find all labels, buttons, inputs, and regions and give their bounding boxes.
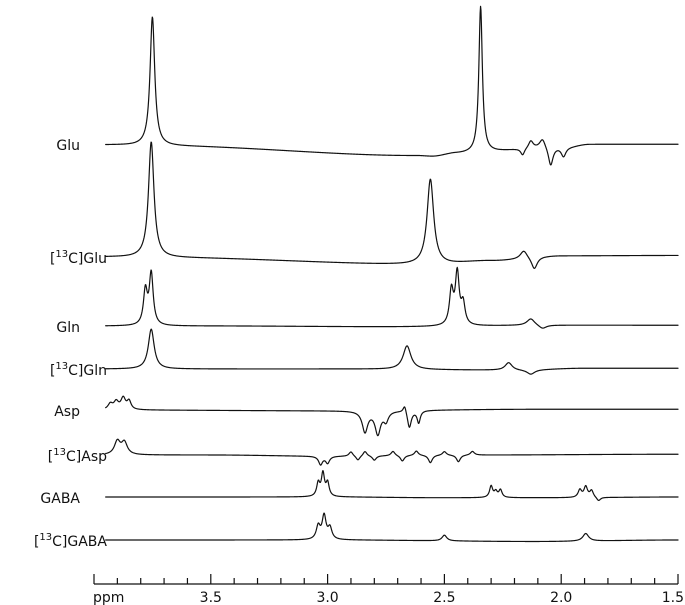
label-rest: C]GABA — [52, 534, 107, 550]
ppm-axis: 3.5 3.0 2.5 2.0 1.5 ppm — [93, 574, 684, 605]
x-axis-tick-label: 2.5 — [433, 590, 455, 605]
spectrum-label-gln: Gln — [56, 320, 80, 336]
label-rest: C]Gln — [68, 363, 107, 379]
x-axis-tick-labels: 3.5 3.0 2.5 2.0 1.5 — [200, 590, 684, 605]
x-axis-tick-label: 2.0 — [550, 590, 572, 605]
spectrum-trace-asp — [105, 395, 679, 437]
spectrum-trace-13c-glu — [105, 141, 679, 269]
label-bracket-open: [ — [50, 251, 55, 267]
spectrum-label-asp: Asp — [54, 404, 80, 420]
label-isotope-mass: 13 — [55, 361, 68, 372]
spectrum-trace-glu — [105, 5, 679, 166]
label-bracket-open: [ — [50, 363, 55, 379]
spectrum-trace-gaba — [105, 470, 679, 502]
x-axis-ticks — [93, 574, 679, 584]
x-axis-unit-label: ppm — [93, 590, 124, 605]
spectrum-traces — [105, 5, 679, 543]
label-bracket-open: [ — [34, 534, 39, 550]
spectrum-label-gaba: GABA — [40, 491, 80, 507]
label-isotope-mass: 13 — [39, 532, 52, 543]
label-rest: C]Glu — [68, 251, 107, 267]
spectrum-label-glu: Glu — [56, 138, 80, 154]
x-axis-tick-label: 3.0 — [316, 590, 338, 605]
spectrum-label-13c-glu: [13C]Glu — [50, 249, 107, 267]
spectrum-trace-13c-gaba — [105, 512, 679, 543]
spectrum-trace-gln — [105, 266, 679, 329]
spectrum-label-13c-gln: [13C]Gln — [50, 361, 107, 379]
x-axis-tick-label: 1.5 — [662, 590, 684, 605]
label-isotope-mass: 13 — [55, 249, 68, 260]
label-bracket-open: [ — [48, 449, 53, 465]
spectrum-trace-13c-gln — [105, 328, 679, 375]
x-axis-tick-label: 3.5 — [200, 590, 222, 605]
spectrum-label-13c-asp: [13C]Asp — [48, 447, 107, 465]
spectrum-label-13c-gaba: [13C]GABA — [34, 532, 107, 550]
spectrum-trace-13c-asp — [105, 438, 679, 466]
spectrum-labels: Glu [13C]Glu Gln [13C]Gln Asp [13C]Asp G… — [34, 138, 107, 550]
label-isotope-mass: 13 — [53, 447, 66, 458]
label-rest: C]Asp — [66, 449, 107, 465]
